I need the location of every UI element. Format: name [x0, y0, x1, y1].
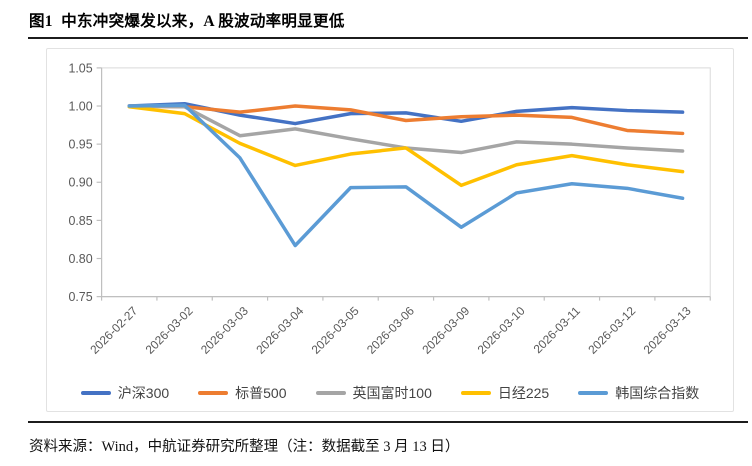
chart-card: 1.05 1.00 0.95 0.90 0.85 0.80 0.75 2026-02-27 20…	[46, 48, 734, 412]
x-tick-label: 2026-03-05	[309, 304, 362, 357]
legend-label: 韩国综合指数	[615, 385, 700, 401]
series-line-标普500	[127, 104, 685, 136]
legend-item-沪深300: 沪深300	[80, 383, 170, 403]
legend-label: 英国富时100	[352, 385, 432, 401]
y-tick-label: 0.95	[68, 138, 92, 152]
x-tick-label: 2026-03-10	[475, 304, 528, 357]
legend-swatch	[578, 391, 609, 395]
series-line-日经225	[127, 105, 685, 188]
x-tick-label: 2026-03-11	[531, 304, 584, 357]
title-divider	[28, 37, 748, 39]
figure-title: 图1 中东冲突爆发以来，A 股波动率明显更低	[29, 13, 345, 30]
legend-item-韩国综合指数: 韩国综合指数	[578, 383, 699, 403]
y-tick-label: 0.80	[68, 252, 92, 266]
x-tick-label: 2026-03-04	[253, 304, 306, 357]
legend-swatch	[80, 391, 111, 395]
legend-item-标普500: 标普500	[198, 383, 287, 403]
y-tick-label: 0.85	[68, 214, 92, 228]
x-tick-label: 2026-03-02	[143, 304, 196, 357]
x-tick-label: 2026-03-13	[641, 304, 694, 357]
y-tick-label: 0.75	[68, 290, 92, 304]
x-tick-label: 2026-03-03	[198, 304, 251, 357]
legend-swatch	[198, 391, 229, 395]
legend-item-英国富时100: 英国富时100	[315, 383, 432, 403]
y-tick-label: 1.05	[68, 61, 92, 75]
legend-swatch	[315, 391, 346, 395]
legend-item-日经225: 日经225	[460, 383, 550, 403]
y-tick-label: 0.90	[68, 176, 92, 190]
legend-label: 日经225	[497, 385, 550, 401]
x-tick-label: 2026-03-06	[364, 304, 417, 357]
legend-swatch	[460, 391, 491, 395]
legend-label: 沪深300	[117, 385, 170, 401]
plot-border	[101, 67, 711, 298]
y-tick-label: 1.00	[68, 99, 92, 113]
x-tick-label: 2026-03-09	[419, 304, 472, 357]
chart-legend: 沪深300 标普500 英国富时100 日经225 韩国综合指数	[47, 380, 733, 406]
series-line-韩国综合指数	[127, 103, 685, 248]
source-note: 资料来源：Wind，中航证券研究所整理（注：数据截至 3 月 13 日）	[29, 439, 460, 455]
x-tick-label: 2026-03-12	[585, 304, 638, 357]
footer-divider	[28, 421, 748, 423]
x-tick-label: 2026-02-27	[87, 304, 140, 357]
legend-label: 标普500	[235, 385, 287, 401]
